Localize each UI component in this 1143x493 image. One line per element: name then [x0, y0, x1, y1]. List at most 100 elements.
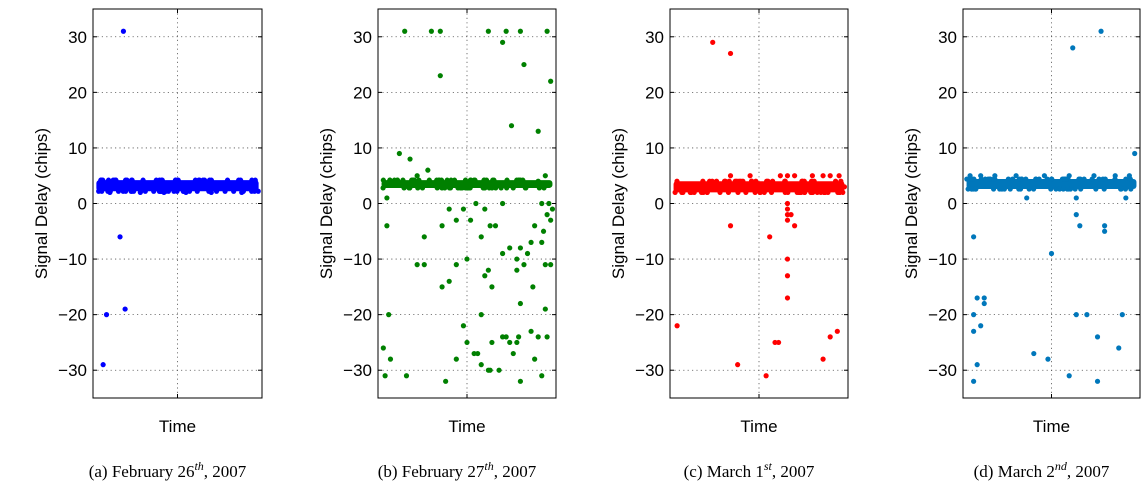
data-point	[520, 177, 526, 183]
data-point	[1098, 28, 1104, 34]
y-axis-label: Signal Delay (chips)	[32, 128, 51, 279]
data-point	[763, 373, 769, 379]
data-point	[467, 217, 474, 223]
data-point	[809, 189, 815, 195]
data-point	[974, 295, 980, 301]
data-point	[1048, 250, 1055, 257]
data-point	[825, 189, 831, 195]
data-point	[514, 267, 520, 273]
series-group	[96, 28, 261, 368]
data-point	[532, 356, 538, 362]
y-tick-label: −30	[343, 361, 372, 380]
data-point	[521, 262, 527, 268]
data-point	[503, 28, 509, 34]
y-tick-label: 30	[68, 28, 87, 47]
data-point	[1066, 173, 1072, 179]
data-point	[1036, 176, 1042, 182]
y-tick-label: −10	[928, 250, 957, 269]
data-point	[784, 173, 791, 179]
data-point	[482, 206, 488, 212]
data-point	[473, 200, 479, 207]
data-point	[500, 39, 506, 45]
data-point	[969, 186, 975, 192]
data-point	[437, 73, 443, 79]
data-point	[1048, 186, 1054, 192]
data-point	[1091, 173, 1097, 179]
data-point	[453, 217, 459, 223]
data-point	[809, 173, 816, 179]
data-point	[464, 339, 470, 346]
y-tick-label: −30	[635, 361, 664, 380]
panel-caption: (d) March 2nd, 2007	[974, 459, 1110, 481]
data-point	[1077, 176, 1083, 182]
y-axis-label: Signal Delay (chips)	[609, 128, 628, 279]
data-point	[98, 177, 104, 183]
data-point	[700, 178, 706, 184]
data-point	[380, 185, 386, 191]
y-tick-label: −10	[635, 250, 664, 269]
x-axis-label: Time	[159, 417, 196, 436]
data-point	[542, 262, 548, 268]
data-point	[784, 212, 791, 218]
y-tick-label: 20	[353, 83, 372, 102]
data-point	[530, 284, 536, 290]
data-point	[507, 339, 513, 346]
data-point	[827, 334, 833, 340]
y-tick-label: 30	[353, 28, 372, 47]
data-point	[115, 188, 122, 194]
data-point	[749, 178, 755, 184]
data-point	[516, 334, 522, 340]
data-point	[727, 50, 734, 57]
data-point	[129, 188, 135, 194]
data-point	[785, 189, 791, 195]
data-point	[446, 206, 452, 212]
data-point	[818, 189, 824, 195]
data-point	[540, 228, 547, 234]
data-point	[471, 350, 477, 357]
data-point	[514, 339, 520, 346]
data-band	[96, 180, 259, 192]
data-point	[836, 173, 842, 179]
data-point	[446, 185, 453, 191]
data-point	[1126, 173, 1132, 179]
data-point	[414, 262, 420, 268]
data-point	[487, 367, 493, 373]
data-point	[764, 178, 770, 184]
data-point	[453, 262, 459, 268]
data-point	[1060, 186, 1066, 192]
data-point	[784, 256, 791, 262]
data-point	[1019, 176, 1025, 182]
series-group	[964, 28, 1138, 384]
data-point	[112, 177, 118, 183]
data-point	[478, 312, 484, 318]
data-point	[171, 188, 177, 194]
data-point	[707, 178, 713, 184]
y-tick-label: 10	[645, 139, 664, 158]
data-point	[792, 223, 798, 229]
data-point	[206, 177, 213, 183]
data-point	[239, 189, 245, 195]
data-point	[510, 350, 516, 357]
data-point	[500, 334, 506, 340]
data-point	[971, 176, 977, 182]
data-point	[489, 284, 495, 290]
data-point	[680, 189, 686, 195]
data-point	[1073, 195, 1079, 201]
data-point	[1031, 350, 1037, 357]
data-point	[1057, 186, 1063, 192]
data-point	[990, 186, 997, 192]
data-point	[439, 185, 445, 191]
data-point	[784, 273, 791, 279]
caption-superscript: st	[764, 459, 773, 473]
caption-superscript: nd	[1055, 459, 1068, 473]
data-point	[1084, 312, 1090, 318]
data-point	[387, 177, 393, 183]
data-point	[796, 189, 802, 195]
data-point	[481, 177, 487, 183]
data-point	[967, 173, 973, 179]
data-point	[462, 185, 469, 191]
caption-year: , 2007	[1067, 462, 1110, 481]
data-point	[496, 367, 502, 373]
data-point	[407, 185, 413, 191]
data-point	[403, 373, 410, 379]
